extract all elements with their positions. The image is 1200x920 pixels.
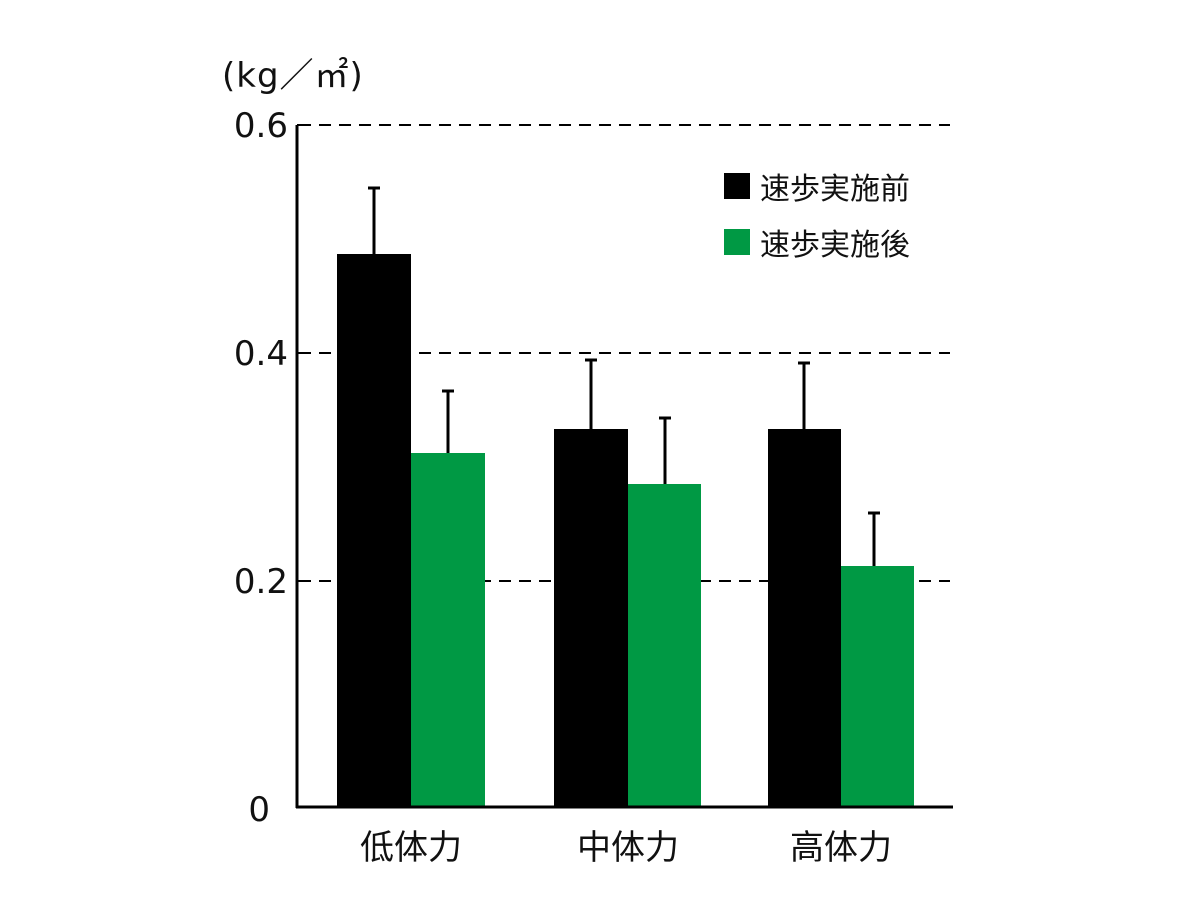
y-tick-0.4: 0.4 xyxy=(233,334,288,374)
bar-group-high xyxy=(768,361,914,807)
bar-group-low xyxy=(337,186,485,807)
x-label-low: 低体力 xyxy=(360,828,462,868)
bar-after-high xyxy=(841,566,914,807)
x-label-mid: 中体力 xyxy=(577,828,679,868)
bar-after-low xyxy=(411,453,485,807)
bar-group-mid xyxy=(554,358,701,807)
y-tick-0.2: 0.2 xyxy=(233,562,288,602)
y-axis-unit-label: (kg／㎡) xyxy=(222,56,364,96)
legend-swatch-black xyxy=(724,173,750,199)
bar-before-high xyxy=(768,429,841,807)
legend-label-after: 速歩実施後 xyxy=(760,228,910,263)
x-label-high: 高体力 xyxy=(790,828,892,868)
y-tick-0: 0 xyxy=(248,790,270,830)
legend-swatch-green xyxy=(724,229,750,255)
legend: 速歩実施前 速歩実施後 xyxy=(724,158,910,270)
bar-before-mid xyxy=(554,429,628,807)
bar-after-mid xyxy=(628,484,701,807)
legend-label-before: 速歩実施前 xyxy=(760,172,910,207)
y-tick-0.6: 0.6 xyxy=(233,106,288,146)
legend-item-after: 速歩実施後 xyxy=(724,214,910,270)
bar-before-low xyxy=(337,254,411,807)
legend-item-before: 速歩実施前 xyxy=(724,158,910,214)
